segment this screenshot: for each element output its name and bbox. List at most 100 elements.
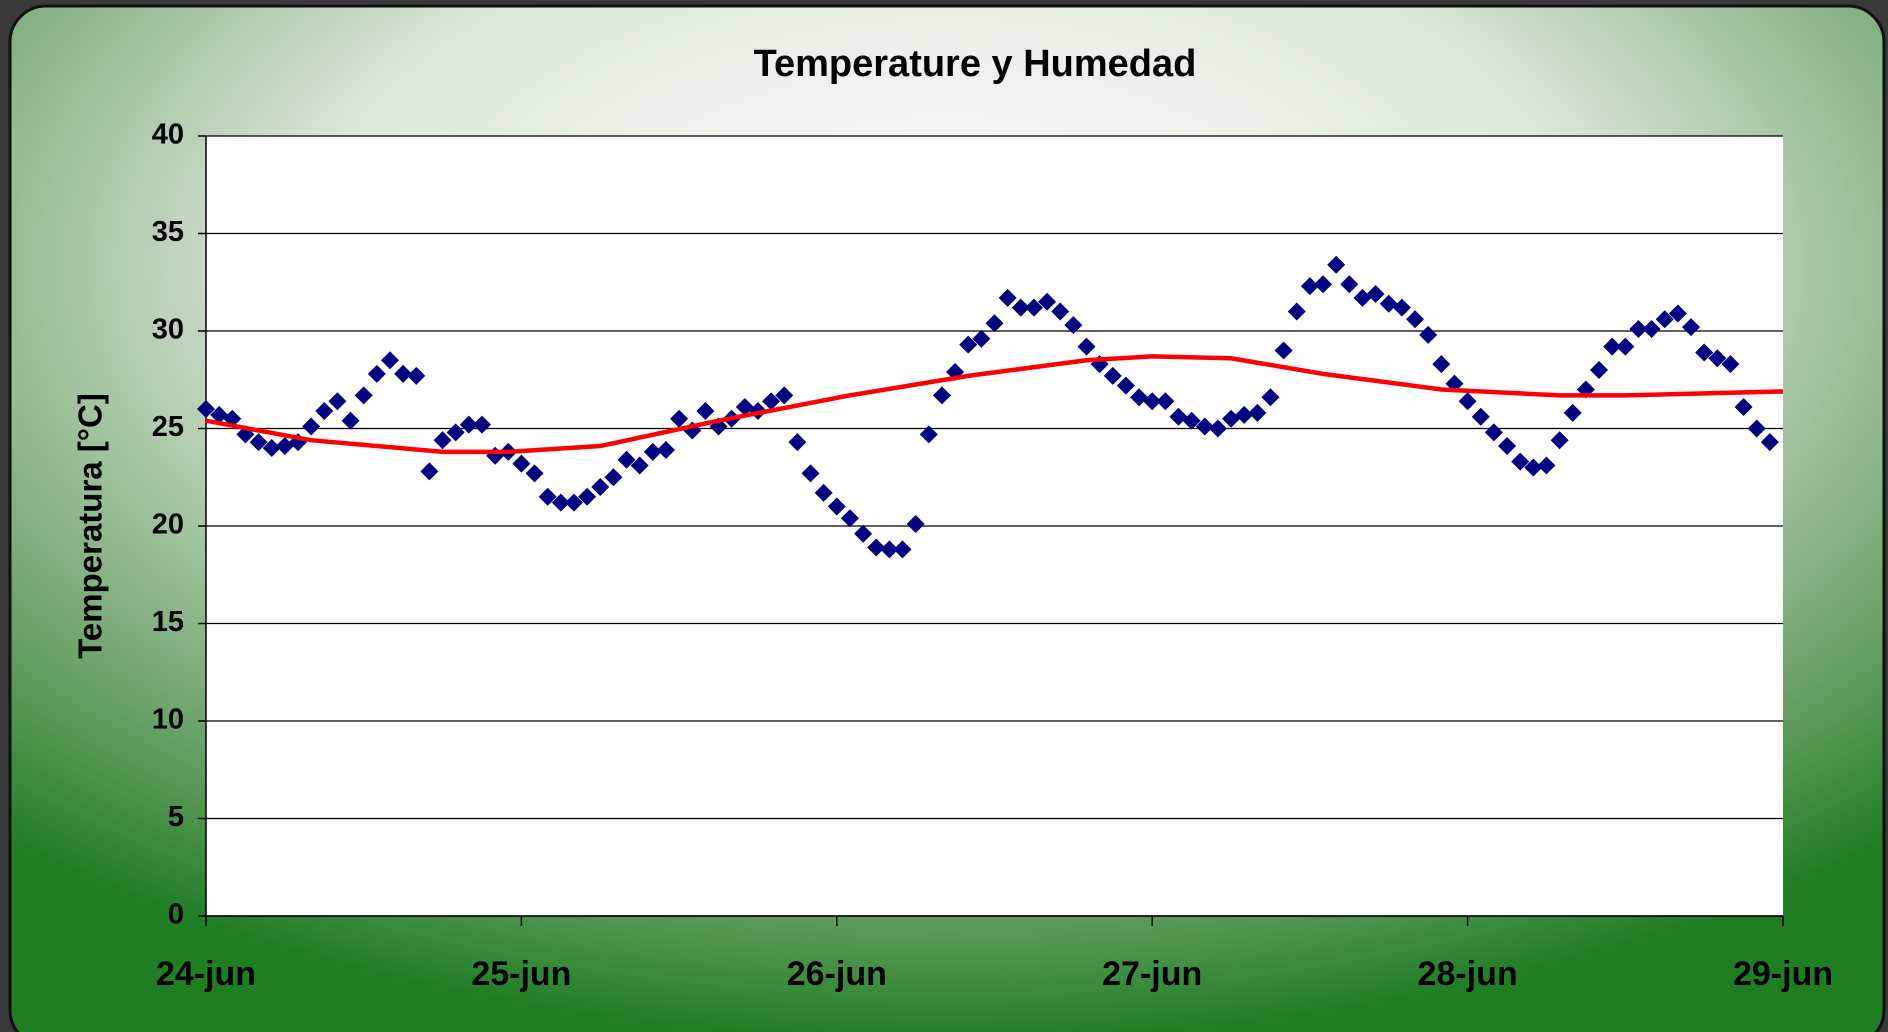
data-point: [656, 440, 675, 459]
y-tick-label: 40: [152, 119, 184, 151]
data-point: [972, 329, 991, 348]
data-point: [1300, 277, 1319, 296]
data-point: [1392, 298, 1411, 317]
data-point: [670, 409, 689, 428]
data-point: [551, 493, 570, 512]
data-point: [854, 524, 873, 543]
y-tick-label: 5: [168, 801, 184, 833]
data-point: [1077, 337, 1096, 356]
data-point: [262, 439, 281, 457]
data-point: [1379, 294, 1398, 313]
data-point: [801, 464, 820, 483]
data-point: [867, 538, 886, 557]
data-point: [380, 351, 399, 370]
data-point: [1760, 433, 1779, 452]
data-point: [433, 431, 452, 450]
data-point: [696, 401, 715, 420]
trend-line: [205, 354, 1784, 455]
x-tick-label: 26-jun: [787, 955, 887, 993]
data-point: [1130, 388, 1149, 407]
data-point: [1458, 392, 1477, 411]
y-tick-label: 20: [152, 509, 184, 541]
data-point: [1051, 302, 1070, 321]
data-point: [1327, 255, 1346, 274]
data-point: [1511, 452, 1530, 471]
data-point: [210, 405, 229, 424]
data-point: [630, 456, 649, 475]
x-tick-label: 29-jun: [1733, 955, 1833, 993]
data-point: [1642, 320, 1661, 339]
data-point: [1432, 355, 1451, 374]
data-point: [1353, 288, 1372, 307]
data-point: [1655, 310, 1674, 329]
y-tick-label: 25: [152, 411, 184, 443]
data-point: [302, 417, 321, 436]
data-point: [814, 483, 833, 502]
data-point: [525, 464, 544, 483]
data-point: [1182, 411, 1201, 430]
data-point: [1603, 337, 1622, 356]
data-point: [1734, 398, 1753, 417]
data-point: [893, 540, 912, 559]
data-point: [1314, 275, 1333, 294]
data-point: [1590, 361, 1609, 379]
data-point: [840, 509, 859, 528]
data-point: [512, 454, 531, 473]
data-point: [998, 288, 1017, 307]
data-point: [1024, 298, 1043, 317]
data-point: [1274, 341, 1293, 360]
data-point: [1248, 403, 1267, 422]
data-point: [197, 400, 215, 418]
data-point: [367, 364, 386, 383]
data-point: [906, 515, 925, 534]
data-point: [1471, 407, 1490, 426]
data-point: [1038, 292, 1057, 311]
x-tick-label: 25-jun: [471, 955, 571, 993]
data-point: [1287, 302, 1306, 321]
data-point: [459, 415, 478, 434]
data-point: [341, 411, 360, 430]
y-axis-label: Temperatura [°C]: [72, 393, 109, 659]
data-point: [1208, 419, 1227, 438]
data-point: [1261, 388, 1280, 407]
x-tick-label: 24-jun: [156, 955, 256, 993]
data-point: [538, 487, 557, 506]
data-point: [919, 425, 938, 444]
data-point: [604, 468, 623, 487]
data-point: [1721, 355, 1740, 374]
data-point: [788, 433, 807, 452]
data-point: [591, 478, 610, 496]
data-point: [1747, 419, 1766, 438]
data-point: [578, 487, 597, 506]
data-point: [354, 386, 373, 405]
data-point: [1195, 417, 1214, 436]
data-point: [1419, 325, 1438, 344]
data-point: [564, 493, 583, 512]
data-point: [249, 433, 268, 452]
data-point: [1366, 284, 1385, 303]
x-tick-label: 28-jun: [1418, 955, 1518, 993]
data-point: [407, 366, 426, 385]
data-point: [932, 386, 951, 405]
data-point: [1668, 304, 1687, 323]
data-point: [328, 392, 347, 411]
data-point: [1616, 337, 1635, 356]
data-point: [735, 398, 754, 417]
data-point: [643, 442, 662, 461]
y-tick-label: 0: [168, 899, 184, 931]
data-point: [275, 437, 294, 456]
data-point: [880, 540, 899, 559]
chart-title: Temperature y Humedad: [754, 43, 1197, 85]
data-point: [1406, 310, 1425, 329]
data-point: [827, 497, 846, 516]
data-point: [1340, 275, 1359, 294]
y-tick-label: 15: [152, 606, 184, 638]
data-point: [1629, 320, 1648, 339]
data-point: [1537, 456, 1556, 475]
data-point: [1011, 298, 1030, 317]
data-point: [1524, 458, 1543, 477]
data-point: [1156, 392, 1175, 411]
data-point: [1695, 343, 1714, 362]
data-point: [446, 423, 465, 442]
